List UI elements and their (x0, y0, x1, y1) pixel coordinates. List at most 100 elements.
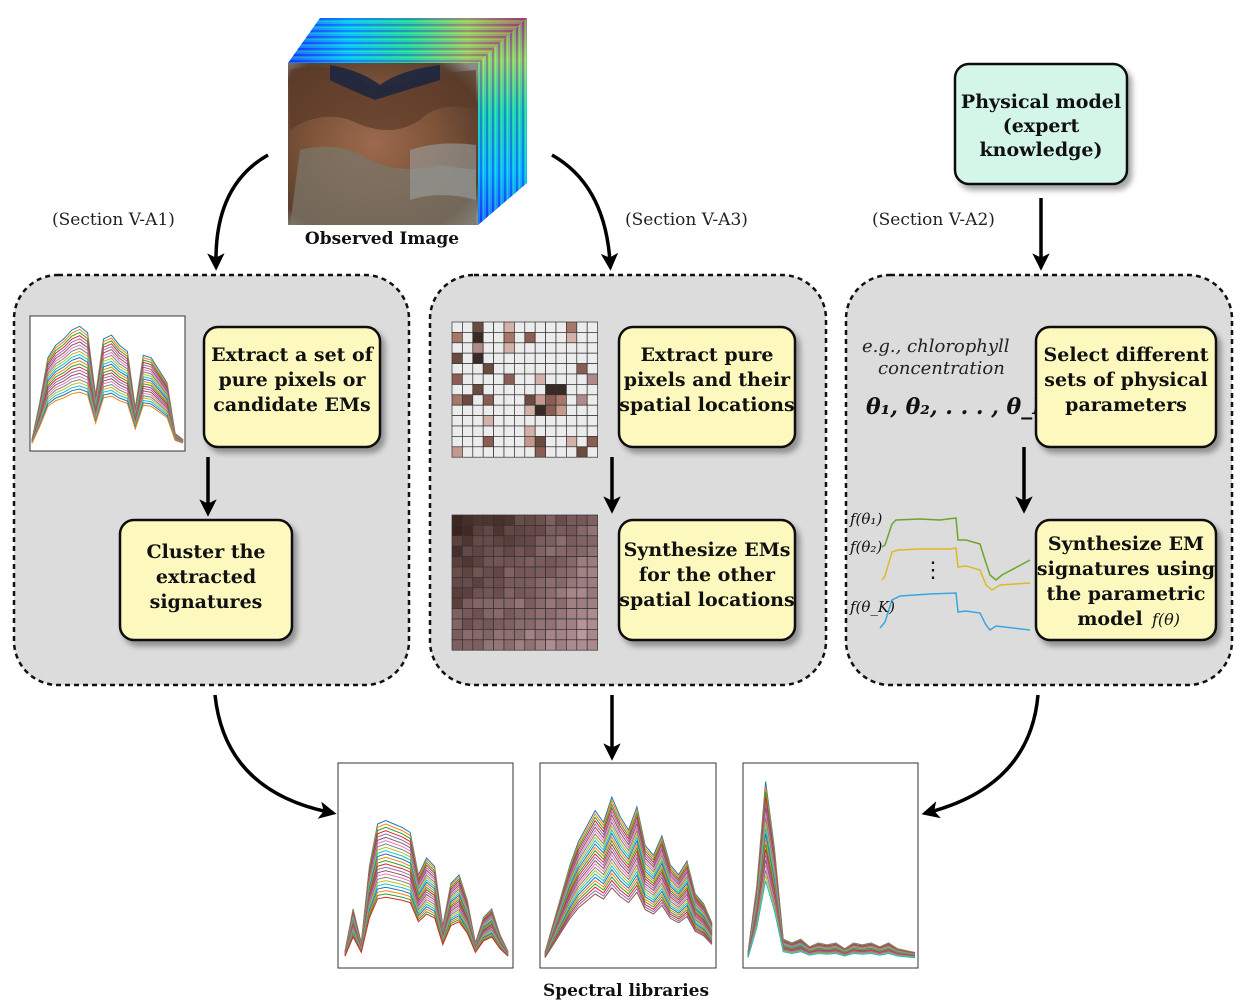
gridA-cell (493, 363, 505, 375)
gridA-cell (462, 404, 474, 416)
stage1-cluster-line-3: signatures (150, 591, 263, 613)
gridB-cell (534, 566, 546, 578)
lib2-curve-9 (544, 828, 713, 955)
gridB-cell (566, 587, 578, 599)
gridA-cell (503, 373, 515, 385)
gridB-cell (555, 556, 567, 568)
lib3-curve-18 (747, 875, 916, 958)
gridA-cell (566, 332, 578, 344)
gridA-cell (514, 425, 526, 437)
gridB-cell (566, 597, 578, 609)
gridB-cell (503, 587, 515, 599)
gridB-cell (493, 545, 505, 557)
gridB-cell (524, 525, 536, 537)
gridB-cell (586, 566, 598, 578)
gridB-cell (482, 608, 494, 620)
gridB-cell (493, 618, 505, 630)
stage2-full-pixel-grid (451, 514, 598, 651)
gridB-cell (472, 618, 484, 630)
gridA-cell (586, 404, 598, 416)
gridA-cell (566, 404, 578, 416)
gridB-cell (482, 535, 494, 547)
gridA-cell (451, 436, 463, 448)
gridA-cell (534, 394, 546, 406)
gridA-cell (545, 384, 557, 396)
stage3-example-line-2: concentration (878, 358, 1005, 379)
gridB-cell (586, 618, 598, 630)
gridA-cell (472, 321, 484, 333)
gridA-cell (545, 332, 557, 344)
gridA-cell (524, 373, 536, 385)
gridA-cell (462, 436, 474, 448)
gridA-cell (555, 446, 567, 458)
gridB-cell (472, 535, 484, 547)
gridB-cell (576, 618, 588, 630)
gridA-cell (493, 373, 505, 385)
gridA-cell (514, 332, 526, 344)
gridA-cell (462, 363, 474, 375)
gridA-cell (493, 352, 505, 364)
library-plot-2 (539, 762, 717, 969)
gridA-cell (524, 384, 536, 396)
gridB-cell (555, 618, 567, 630)
gridB-cell (462, 629, 474, 641)
gridB-cell (503, 535, 515, 547)
gridB-cell (451, 556, 463, 568)
gridB-cell (493, 629, 505, 641)
gridB-cell (451, 597, 463, 609)
stage2-synth-line-2: for the other (639, 564, 776, 586)
arrow-from-stage3 (921, 694, 1040, 819)
gridA-cell (493, 404, 505, 416)
gridB-cell (462, 587, 474, 599)
gridA-cell (503, 342, 515, 354)
stage2-sparse-pixel-grid (451, 321, 598, 458)
gridB-cell (586, 608, 598, 620)
gridB-cell (524, 608, 536, 620)
gridA-cell (451, 446, 463, 458)
gridA-cell (586, 415, 598, 427)
gridB-cell (534, 535, 546, 547)
gridA-cell (524, 352, 536, 364)
gridA-cell (514, 384, 526, 396)
lib2-curve-10 (544, 832, 713, 955)
gridA-cell (524, 436, 536, 448)
gridB-cell (514, 639, 526, 651)
s1-curve-3 (31, 335, 184, 441)
gridB-cell (545, 639, 557, 651)
gridA-cell (566, 342, 578, 354)
gridB-cell (586, 629, 598, 641)
gridB-cell (503, 556, 515, 568)
gridA-cell (472, 436, 484, 448)
gridB-cell (576, 556, 588, 568)
gridA-cell (472, 415, 484, 427)
gridB-cell (555, 608, 567, 620)
stage2-extract-line-1: Extract pure (640, 344, 773, 366)
gridA-cell (524, 321, 536, 333)
gridB-cell (586, 597, 598, 609)
gridA-cell (566, 436, 578, 448)
lib2-curve-11 (544, 835, 713, 955)
gridB-cell (462, 514, 474, 526)
gridA-cell (555, 394, 567, 406)
gridB-cell (576, 597, 588, 609)
physical-model-line-1: Physical model (961, 91, 1121, 113)
s1-curve-5 (31, 341, 184, 441)
gridA-cell (576, 342, 588, 354)
stage1-extract-line-2: pure pixels or (219, 369, 367, 391)
gridB-cell (503, 597, 515, 609)
stage2-extract-box: Extract pure pixels and their spatial lo… (617, 325, 797, 449)
gridB-cell (472, 608, 484, 620)
lib2-curve-1 (544, 799, 713, 953)
gridB-cell (503, 514, 515, 526)
s1-curve-15 (31, 372, 184, 443)
lib2-curve-18 (544, 861, 713, 957)
gridB-cell (566, 608, 578, 620)
gridB-cell (524, 577, 536, 589)
section-label-a3: (Section V-A3) (625, 210, 748, 230)
gridA-cell (482, 342, 494, 354)
lib2-curve-12 (544, 839, 713, 956)
s1-curve-4 (31, 338, 184, 441)
gridB-cell (472, 525, 484, 537)
gridA-cell (482, 332, 494, 344)
